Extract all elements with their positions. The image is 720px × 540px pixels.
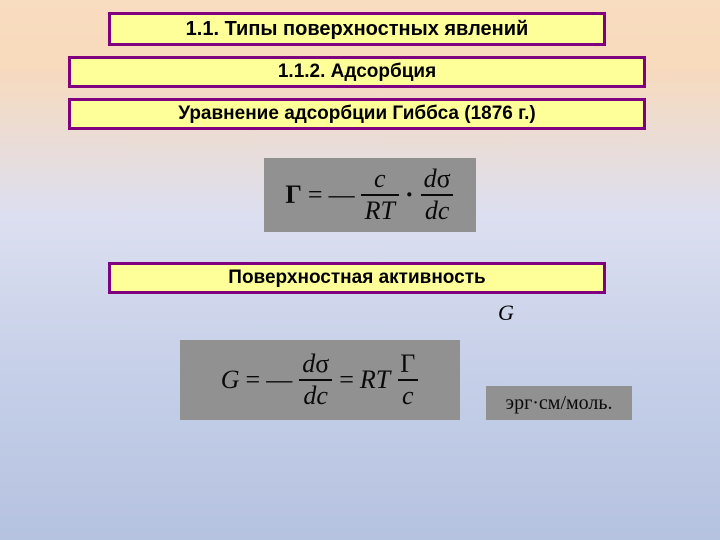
- sym-d1: d: [424, 164, 437, 193]
- frac-dsigma-dc: dσ dc: [420, 166, 455, 224]
- sym-sigma: σ: [437, 164, 451, 193]
- sym-R2: R: [360, 365, 376, 394]
- sym-RT: RT: [360, 365, 390, 395]
- unit-box: эрг·см/моль.: [486, 386, 632, 420]
- heading-2: 1.1.2. Адсорбция: [68, 56, 646, 88]
- sym-c: c: [438, 196, 450, 225]
- sym-gamma: Γ: [285, 180, 302, 210]
- sym-d3: d: [302, 349, 315, 378]
- frac2-den: dc: [299, 379, 332, 409]
- frac3-num: Γ: [396, 351, 419, 379]
- sym-c2: c: [316, 381, 328, 410]
- heading-1: 1.1. Типы поверхностных явлений: [108, 12, 606, 46]
- sym-sigma2: σ: [315, 349, 329, 378]
- frac-num: c: [370, 166, 390, 194]
- frac2-num: dσ: [298, 351, 333, 379]
- unit-text: эрг·см/моль.: [505, 392, 612, 415]
- frac-den: RT: [361, 194, 399, 224]
- frac-c-over-rt: c RT: [361, 166, 399, 224]
- sym-eq2: =: [339, 365, 354, 395]
- formula-gibbs-content: Γ = — c RT · dσ dc: [285, 166, 454, 224]
- sym-minus: —: [329, 180, 355, 210]
- heading-3: Уравнение адсорбции Гиббса (1876 г.): [68, 98, 646, 130]
- frac-gamma-c: Γ c: [396, 351, 419, 409]
- sym-T: T: [380, 196, 394, 225]
- sym-dot: ·: [405, 180, 414, 210]
- frac3-den: c: [398, 379, 418, 409]
- annotation-g: G: [498, 300, 514, 326]
- sym-eq1: =: [246, 365, 261, 395]
- sym-R: R: [365, 196, 381, 225]
- sym-d2: d: [425, 196, 438, 225]
- sym-T2: T: [376, 365, 390, 394]
- formula-gibbs: Γ = — c RT · dσ dc: [264, 158, 476, 232]
- formula-sa-content: G = — dσ dc = RT Γ c: [221, 351, 420, 409]
- sym-minus2: —: [266, 365, 292, 395]
- sym-G: G: [221, 365, 240, 395]
- sym-eq: =: [308, 180, 323, 210]
- sym-d4: d: [303, 381, 316, 410]
- frac-den2: dc: [421, 194, 454, 224]
- frac-num2: dσ: [420, 166, 455, 194]
- heading-4: Поверхностная активность: [108, 262, 606, 294]
- formula-surface-activity: G = — dσ dc = RT Γ c: [180, 340, 460, 420]
- frac-dsigma-dc-2: dσ dc: [298, 351, 333, 409]
